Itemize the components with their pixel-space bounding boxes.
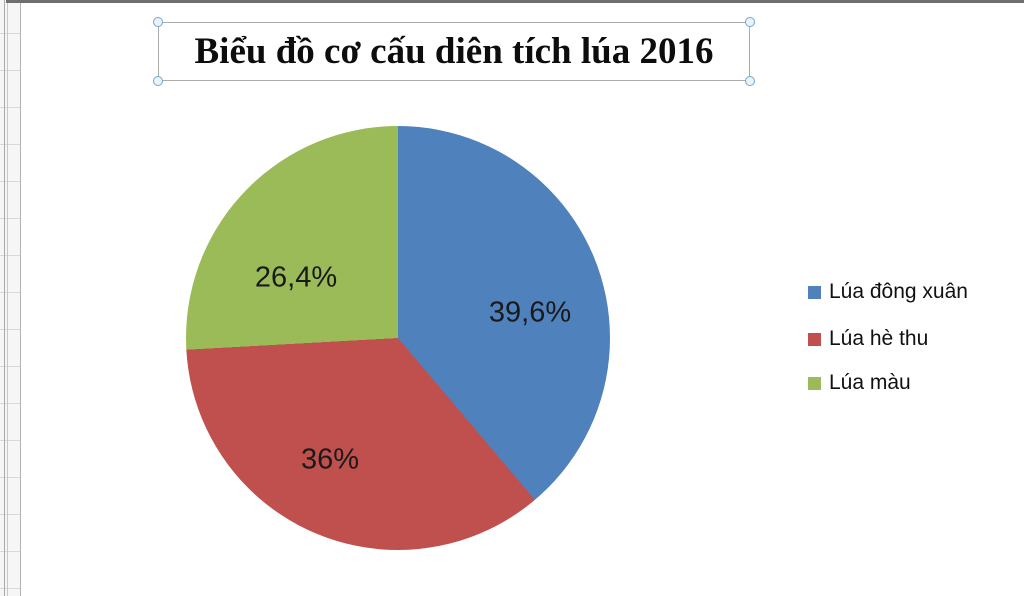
chart-title: Biểu đồ cơ cấu diên tích lúa 2016 [194,31,714,72]
data-label-lua-mau: 26,4% [254,261,338,294]
selection-handle-bottom-left[interactable] [153,76,163,86]
chart-object-top-edge [6,0,1024,3]
selection-handle-top-left[interactable] [153,17,163,27]
chart-area[interactable]: Biểu đồ cơ cấu diên tích lúa 2016 39,6% … [21,3,1024,596]
legend-label: Lúa màu [829,371,911,394]
worksheet-gridline-vertical [7,0,8,596]
legend-label: Lúa hè thu [829,327,929,350]
selection-handle-bottom-right[interactable] [745,76,755,86]
legend-item-lua-mau[interactable]: Lúa màu [808,371,911,395]
chart-title-box[interactable]: Biểu đồ cơ cấu diên tích lúa 2016 [153,17,755,86]
legend-swatch-green [808,376,821,390]
pie-plot[interactable] [186,126,610,550]
legend-item-lua-dong-xuan[interactable]: Lúa đông xuân [808,280,968,304]
data-label-lua-dong-xuan: 39,6% [488,296,572,329]
legend: Lúa đông xuân Lúa hè thu Lúa màu [808,3,1024,596]
legend-item-lua-he-thu[interactable]: Lúa hè thu [808,327,928,351]
worksheet-edge [0,0,21,596]
pie-chart[interactable]: 39,6% 36% 26,4% [186,126,610,550]
selection-handle-top-right[interactable] [745,17,755,27]
legend-swatch-red [808,332,821,346]
legend-label: Lúa đông xuân [829,280,968,303]
legend-swatch-blue [808,285,821,299]
chart-object-left-edge [20,0,21,596]
data-label-lua-he-thu: 36% [300,443,360,476]
worksheet-gridline-vertical [4,0,5,596]
